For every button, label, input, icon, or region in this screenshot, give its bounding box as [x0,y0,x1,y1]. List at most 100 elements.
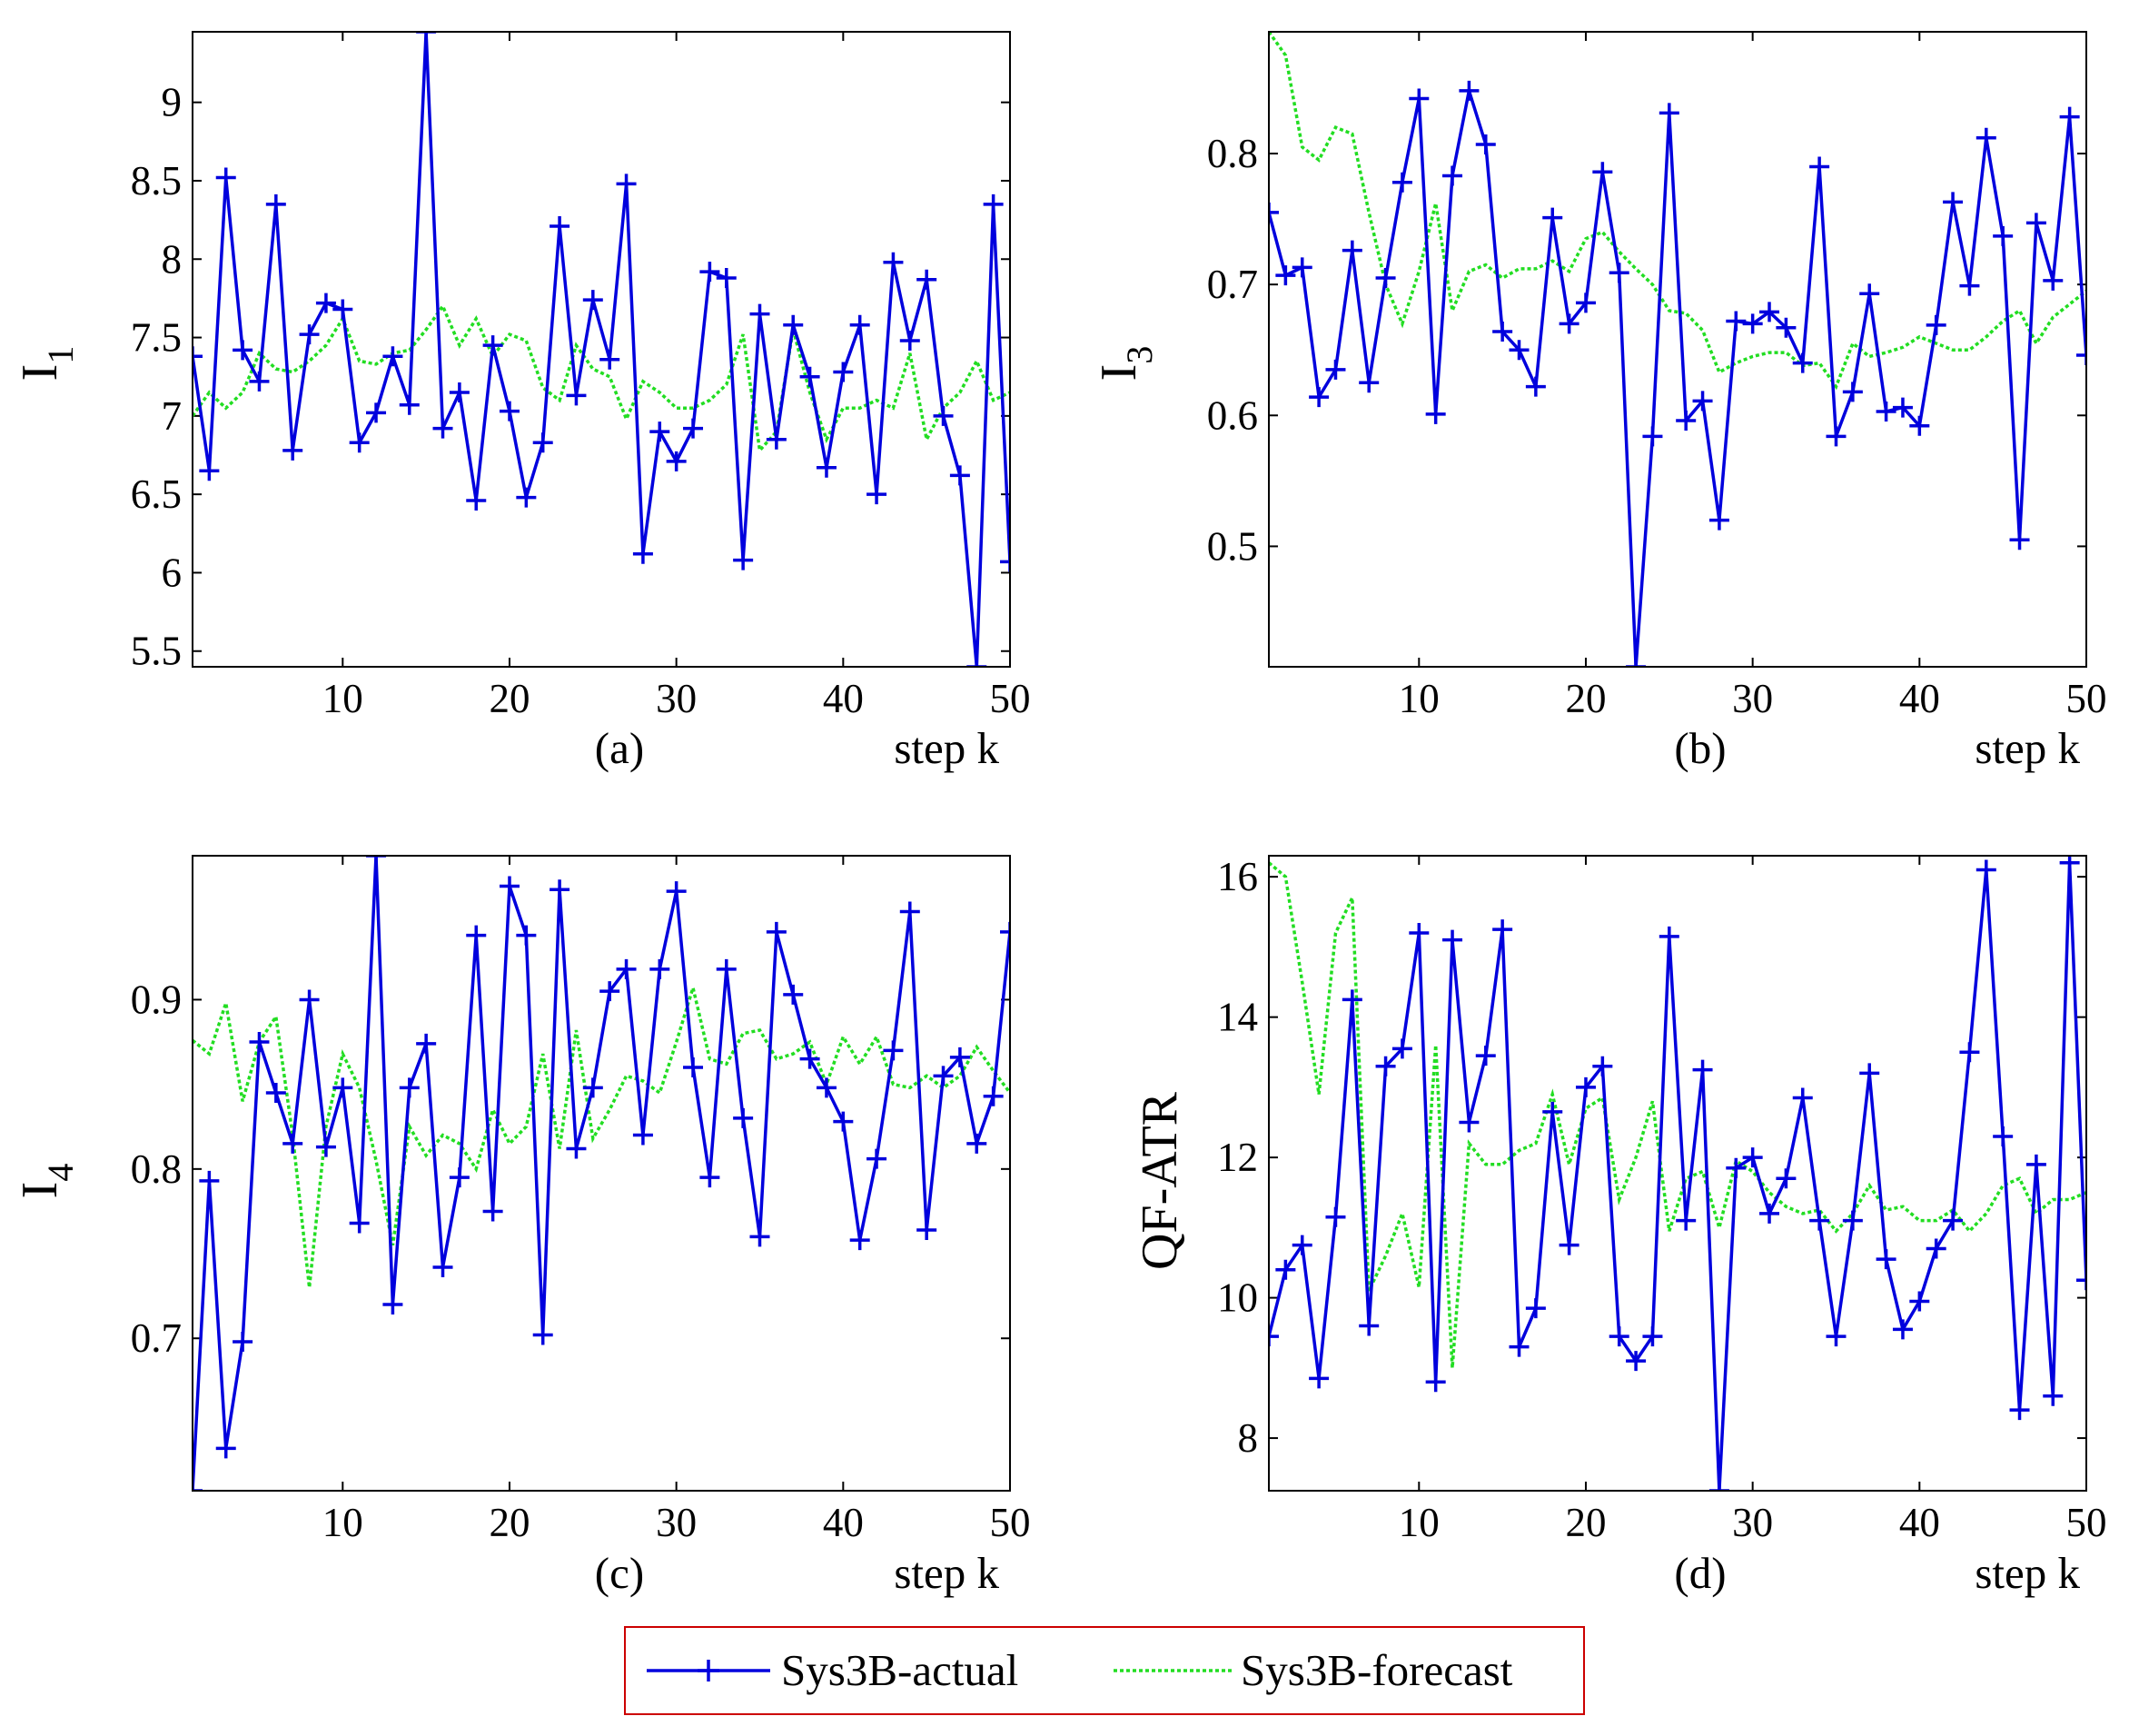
point-actual-d-8 [1375,1056,1396,1076]
point-actual-a-19 [482,335,503,356]
axes-box-b [1268,31,2087,668]
point-actual-b-33 [1792,352,1813,373]
point-actual-d-19 [1559,1235,1579,1255]
point-actual-a-41 [849,314,870,335]
ytick-label-a-5: 8 [162,236,183,282]
point-actual-d-25 [1659,926,1679,947]
point-actual-b-14 [1475,134,1496,154]
ytick-label-b-3: 0.8 [1207,131,1258,176]
point-actual-b-16 [1509,340,1530,361]
point-actual-d-37 [1859,1063,1880,1084]
series-actual-c [193,856,1010,1491]
point-actual-c-13 [382,1294,403,1314]
point-actual-b-40 [1909,415,1930,436]
plot-area-a [193,32,1010,667]
series-actual-a [193,32,1010,667]
point-actual-b-20 [1575,293,1596,313]
point-actual-d-17 [1525,1298,1546,1319]
ylabel-a: I1 [12,346,81,382]
caption-d: (d) [1674,1548,1726,1598]
point-actual-b-31 [1759,302,1780,322]
point-actual-d-31 [1759,1203,1780,1224]
point-actual-d-3 [1292,1235,1312,1255]
point-actual-b-9 [1391,172,1412,193]
xtick-label-a-10: 10 [322,676,363,721]
point-actual-d-38 [1876,1249,1896,1270]
point-actual-a-13 [382,346,403,367]
point-actual-b-19 [1559,313,1579,334]
point-actual-b-30 [1742,313,1763,334]
xtick-label-b-30: 30 [1732,676,1773,721]
subplot-a: 10 20 30 40 50 5.5 6 6.5 7 7.5 8 8.5 9 (a) step k I1 [12,31,1031,773]
point-actual-c-50 [1000,921,1010,942]
point-actual-d-14 [1475,1046,1496,1066]
ytick-label-a-2: 6.5 [131,471,182,517]
point-actual-c-44 [899,901,920,922]
point-actual-c-7 [282,1133,303,1154]
point-actual-d-24 [1642,1326,1663,1347]
point-actual-b-48 [2043,270,2064,291]
point-actual-a-9 [315,293,336,313]
point-actual-d-40 [1909,1291,1930,1312]
point-actual-a-17 [449,382,470,402]
point-actual-d-18 [1542,1101,1563,1122]
xtick-label-d-30: 30 [1732,1500,1773,1545]
point-actual-c-29 [649,958,670,979]
point-actual-c-36 [766,921,787,942]
point-actual-a-2 [199,461,220,481]
xtick-label-a-20: 20 [489,676,530,721]
xlabel-a: step k [894,723,999,773]
point-actual-c-45 [916,1219,937,1240]
point-actual-b-6 [1342,240,1362,261]
point-actual-c-30 [666,881,687,902]
point-actual-d-2 [1275,1259,1296,1280]
point-actual-d-13 [1459,1112,1480,1133]
point-actual-c-20 [499,876,520,897]
point-actual-b-13 [1459,80,1480,101]
point-actual-c-38 [799,1048,820,1069]
point-actual-d-15 [1492,919,1513,940]
point-actual-b-46 [2009,530,2030,551]
point-actual-a-27 [616,174,637,194]
point-actual-c-16 [432,1256,453,1277]
point-actual-a-15 [416,32,437,42]
xtick-label-c-10: 10 [322,1500,363,1545]
point-actual-b-43 [1959,275,1980,296]
point-actual-a-33 [716,267,737,288]
xtick-label-b-20: 20 [1565,676,1606,721]
xtick-label-c-30: 30 [656,1500,697,1545]
point-actual-d-16 [1509,1336,1530,1357]
point-actual-c-24 [566,1138,587,1159]
point-actual-d-9 [1391,1038,1412,1059]
point-actual-a-24 [566,385,587,406]
xtick-label-c-40: 40 [823,1500,864,1545]
point-actual-a-21 [516,487,537,508]
ylabel-b: I3 [1091,346,1160,382]
point-actual-d-28 [1708,1481,1729,1491]
point-actual-b-15 [1492,322,1513,342]
caption-b: (b) [1674,723,1726,773]
point-actual-d-4 [1309,1368,1330,1389]
point-actual-d-26 [1676,1210,1697,1231]
point-actual-c-4 [233,1331,253,1352]
point-actual-d-10 [1409,922,1430,943]
ytick-label-c-2: 0.9 [131,977,182,1022]
xlabel-b: step k [1975,723,2080,773]
ytick-label-a-7: 9 [162,80,183,125]
series-forecast-c [193,981,1010,1288]
point-actual-c-42 [866,1148,887,1169]
point-actual-a-7 [282,440,303,461]
point-actual-a-31 [683,418,704,439]
point-actual-b-32 [1776,317,1797,338]
point-actual-b-41 [1926,314,1946,335]
point-actual-d-30 [1742,1147,1763,1168]
point-actual-b-29 [1726,311,1747,332]
point-actual-c-14 [399,1077,420,1098]
point-actual-c-32 [699,1167,720,1188]
xtick-label-a-30: 30 [656,676,697,721]
point-actual-d-5 [1325,1206,1346,1227]
point-actual-d-21 [1592,1056,1613,1076]
point-actual-c-18 [466,925,487,946]
subplot-c: 10 20 30 40 50 0.7 0.8 0.9 (c) step k I4 [12,855,1031,1598]
ytick-label-d-4: 16 [1217,854,1258,899]
